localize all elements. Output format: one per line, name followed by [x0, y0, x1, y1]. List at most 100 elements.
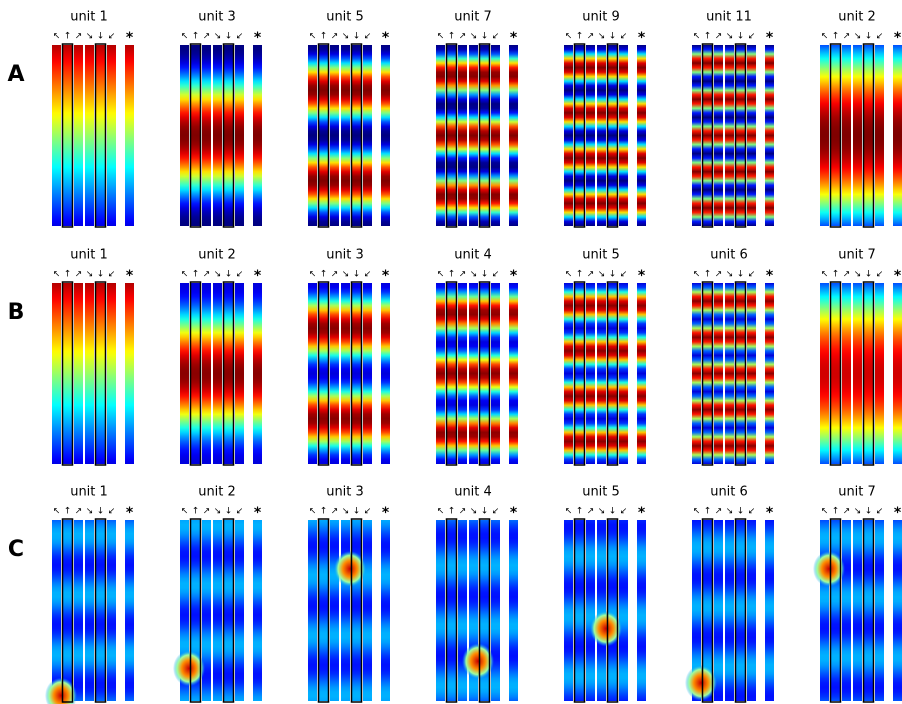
- combined-strip: [381, 45, 390, 226]
- direction-symbol: ↘: [854, 270, 862, 280]
- direction-symbol: ↑: [320, 32, 328, 42]
- combined-strip: [509, 283, 518, 464]
- direction-symbol: ↓: [609, 32, 617, 42]
- direction-symbol: ↙: [492, 270, 500, 280]
- heatmap-strip: [213, 283, 222, 464]
- direction-symbol: ↑: [704, 270, 712, 280]
- direction-symbol: ↗: [75, 270, 83, 280]
- direction-symbol: ↙: [364, 507, 372, 517]
- combined-strip: [253, 520, 262, 701]
- direction-symbol: ↘: [726, 507, 734, 517]
- combined-marker: *: [894, 30, 902, 46]
- direction-symbol: ↗: [587, 507, 595, 517]
- heatmap-strip: [692, 45, 701, 226]
- heatmap-strip: [608, 520, 617, 701]
- heatmap-strip: [853, 283, 862, 464]
- combined-strip: [125, 283, 134, 464]
- heatmap-strip: [180, 283, 189, 464]
- direction-symbol: ↘: [214, 507, 222, 517]
- heatmap-strip: [747, 520, 756, 701]
- direction-symbol: ↘: [470, 507, 478, 517]
- direction-symbol: ↖: [693, 32, 701, 42]
- heatmap-strip: [308, 520, 317, 701]
- heatmap-strip: [436, 520, 445, 701]
- heatmap-strip: [586, 520, 595, 701]
- heatmap-strip: [714, 45, 723, 226]
- heatmap-strip: [480, 283, 489, 464]
- unit-title: unit 3: [198, 10, 236, 25]
- heatmap-strip: [191, 283, 200, 464]
- direction-symbol: ↗: [203, 270, 211, 280]
- direction-symbol: ↘: [86, 270, 94, 280]
- heatmap-strip: [736, 283, 745, 464]
- direction-symbol: ↓: [609, 270, 617, 280]
- combined-marker: *: [894, 268, 902, 284]
- direction-symbol: ↖: [437, 507, 445, 517]
- combined-strip: [381, 520, 390, 701]
- direction-symbol: ↑: [64, 507, 72, 517]
- direction-symbol: ↑: [576, 32, 584, 42]
- combined-strip: [253, 283, 262, 464]
- heatmap-strip: [319, 45, 328, 226]
- heatmap-strip: [52, 520, 61, 701]
- direction-symbol: ↖: [821, 32, 829, 42]
- direction-symbol: ↖: [693, 270, 701, 280]
- heatmap-strip: [52, 283, 61, 464]
- unit-title: unit 1: [70, 248, 108, 263]
- heatmap-strip: [575, 283, 584, 464]
- combined-strip: [253, 45, 262, 226]
- direction-symbol: ↑: [832, 270, 840, 280]
- heatmap-strip: [608, 283, 617, 464]
- direction-symbol: ↙: [620, 32, 628, 42]
- direction-symbol: ↓: [609, 507, 617, 517]
- heatmap-strip: [725, 520, 734, 701]
- heatmap-strip: [352, 283, 361, 464]
- direction-symbol: ↖: [53, 270, 61, 280]
- direction-symbol: ↑: [192, 270, 200, 280]
- heatmap-strip: [352, 520, 361, 701]
- heatmap-strip: [107, 520, 116, 701]
- combined-strip: [509, 45, 518, 226]
- heatmap-strip: [85, 45, 94, 226]
- combined-marker: *: [382, 268, 390, 284]
- heatmap-strip: [725, 283, 734, 464]
- heatmap-strip: [308, 283, 317, 464]
- heatmap-strip: [96, 45, 105, 226]
- combined-marker: *: [126, 30, 134, 46]
- direction-symbol: ↖: [181, 507, 189, 517]
- heatmap-strip: [52, 45, 61, 226]
- heatmap-strip: [597, 45, 606, 226]
- heatmap-strip: [96, 520, 105, 701]
- direction-symbol: ↓: [225, 507, 233, 517]
- direction-symbol: ↑: [192, 32, 200, 42]
- heatmap-strip: [458, 520, 467, 701]
- heatmap-strip: [714, 283, 723, 464]
- heatmap-strip: [224, 283, 233, 464]
- direction-symbol: ↗: [459, 507, 467, 517]
- direction-symbol: ↙: [108, 507, 116, 517]
- heatmap-strip: [341, 45, 350, 226]
- direction-symbol: ↑: [192, 507, 200, 517]
- heatmap-strip: [363, 283, 372, 464]
- unit-title: unit 1: [70, 485, 108, 500]
- heatmap-strip: [180, 45, 189, 226]
- heatmap-strip: [458, 283, 467, 464]
- combined-marker: *: [382, 30, 390, 46]
- heatmap-strip: [235, 520, 244, 701]
- combined-strip: [765, 45, 774, 226]
- direction-symbol: ↗: [75, 32, 83, 42]
- heatmap-strip: [480, 45, 489, 226]
- heatmap-strip: [235, 45, 244, 226]
- heatmap-strip: [436, 45, 445, 226]
- heatmap-strip: [820, 45, 829, 226]
- direction-symbol: ↗: [331, 507, 339, 517]
- direction-symbol: ↙: [364, 32, 372, 42]
- heatmap-strip: [213, 45, 222, 226]
- direction-symbol: ↑: [832, 507, 840, 517]
- direction-symbol: ↖: [565, 270, 573, 280]
- heatmap-strip: [235, 283, 244, 464]
- direction-symbol: ↓: [737, 32, 745, 42]
- direction-symbol: ↘: [854, 507, 862, 517]
- direction-symbol: ↖: [309, 32, 317, 42]
- unit-title: unit 5: [582, 248, 620, 263]
